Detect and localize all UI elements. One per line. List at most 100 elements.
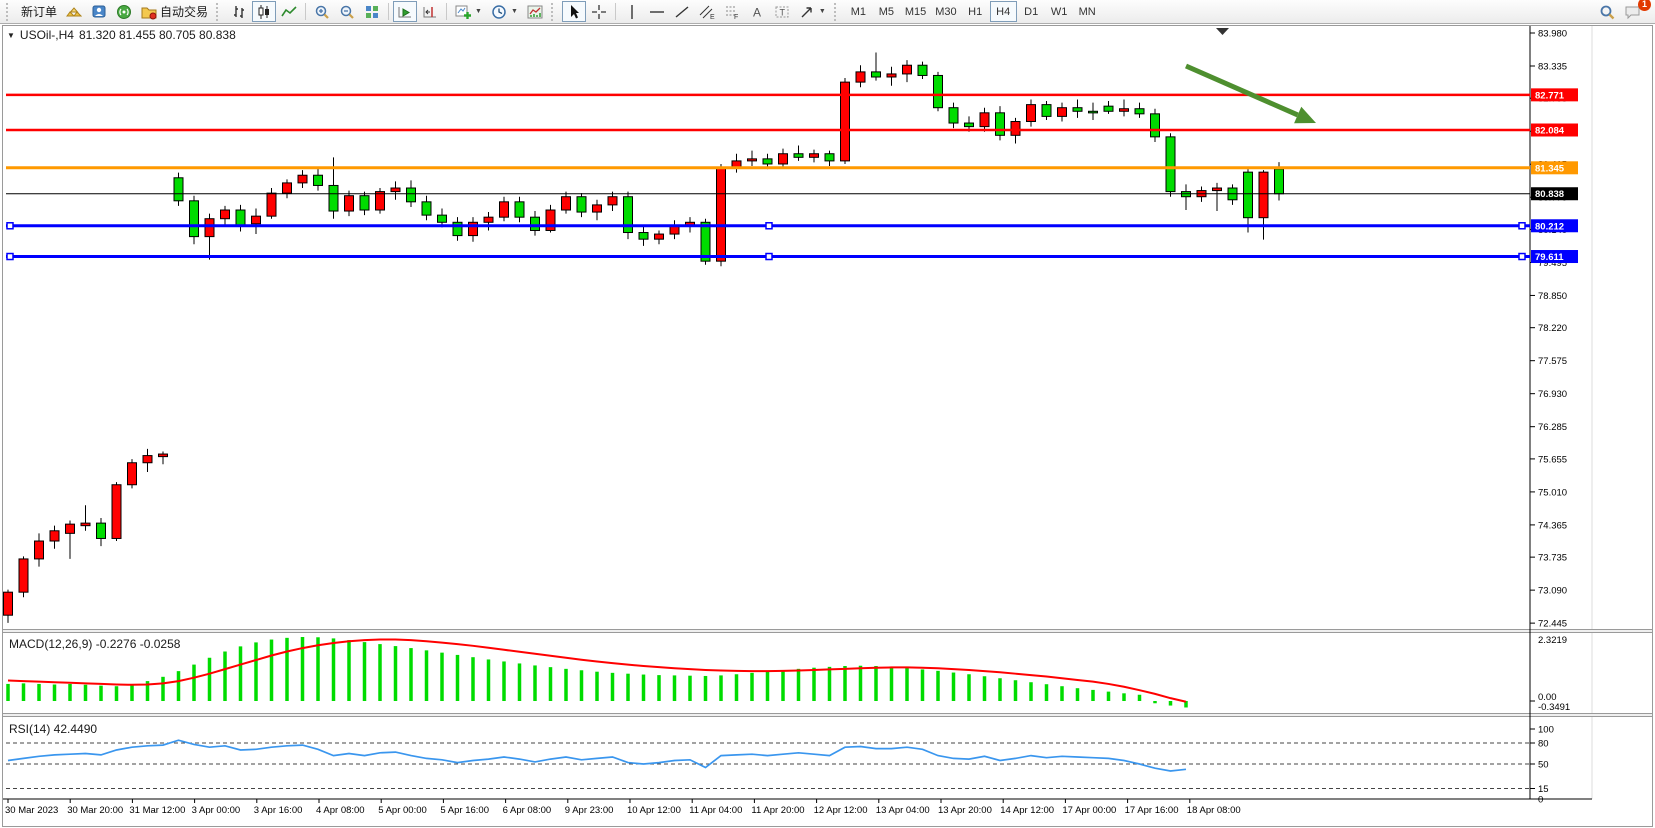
chevron-down-icon: ▼ xyxy=(510,8,518,15)
line-handle[interactable] xyxy=(1518,222,1526,230)
shapes-dropdown[interactable]: ▼ xyxy=(795,1,830,22)
line-handle[interactable] xyxy=(1518,252,1526,261)
candle-body xyxy=(576,196,587,213)
zoom-out-button[interactable] xyxy=(335,1,359,22)
timeframe-button-M5[interactable]: M5 xyxy=(878,5,894,18)
chart-shift-icon xyxy=(422,4,438,20)
cursor-button[interactable] xyxy=(561,1,586,22)
chart-shift-marker[interactable] xyxy=(1216,28,1229,35)
panel-separator[interactable] xyxy=(3,629,1652,633)
price-label-text: 82.084 xyxy=(1535,125,1565,136)
search-button[interactable] xyxy=(1595,1,1619,22)
new-chart-dropdown[interactable]: ▼ xyxy=(451,1,486,22)
timeframe-button-MN[interactable]: MN xyxy=(1078,5,1096,18)
svg-text:E: E xyxy=(710,14,715,20)
chart-window: 83.98083.33582.70582.06081.41580.77080.1… xyxy=(0,25,1655,828)
toolbar-grip[interactable] xyxy=(833,2,841,21)
chart-window-border xyxy=(2,25,1653,827)
template-icon xyxy=(527,4,543,20)
candle-body xyxy=(824,153,835,162)
candle-body xyxy=(530,216,540,231)
timeframe-button-M1[interactable]: M1 xyxy=(850,5,866,18)
templates-button[interactable] xyxy=(523,1,547,22)
signal-button[interactable] xyxy=(112,1,136,22)
candle-body xyxy=(1165,136,1176,193)
candlestick-icon xyxy=(256,4,272,20)
rsi-line xyxy=(7,739,1187,772)
candle-body xyxy=(654,233,664,240)
chart-canvas[interactable]: 83.98083.33582.70582.06081.41580.77080.1… xyxy=(0,25,1655,828)
arrow-annotation[interactable] xyxy=(1184,63,1316,124)
toolbar-grip[interactable] xyxy=(550,2,558,21)
candle-body xyxy=(886,73,897,78)
candle-body xyxy=(917,64,928,76)
clock-icon xyxy=(491,4,507,20)
toolbar-grip[interactable] xyxy=(216,2,223,21)
channel-button[interactable]: E xyxy=(695,1,719,22)
candle-body xyxy=(514,201,525,218)
time-tick-label: 14 Apr 12:00 xyxy=(1000,805,1054,816)
candle-body xyxy=(158,453,168,458)
timeframe-button-M30[interactable]: M30 xyxy=(935,5,957,18)
text-button[interactable]: A xyxy=(745,1,769,22)
bar-chart-button[interactable] xyxy=(227,1,251,22)
candle-body xyxy=(840,81,850,162)
price-tick-label: 76.285 xyxy=(1538,422,1567,433)
candlestick-button[interactable] xyxy=(252,1,277,22)
text-label-button[interactable]: T xyxy=(770,1,794,22)
timeframe-button-H1[interactable]: H1 xyxy=(968,5,983,18)
macd-axis-max: 2.3219 xyxy=(1538,635,1567,646)
tile-windows-button[interactable] xyxy=(360,1,384,22)
price-label-box xyxy=(1531,161,1578,175)
candle-body xyxy=(204,218,215,238)
chart-shift-button[interactable] xyxy=(418,1,442,22)
time-tick-label: 13 Apr 20:00 xyxy=(938,805,992,816)
candle-body xyxy=(483,216,494,223)
timeframe-button-H4[interactable]: H4 xyxy=(989,1,1017,22)
candle-body xyxy=(793,153,804,158)
crosshair-icon xyxy=(591,4,607,20)
crosshair-button[interactable] xyxy=(587,1,611,22)
new-order-label: 新订单 xyxy=(21,5,58,19)
candle-body xyxy=(1274,168,1284,195)
auto-trading-button[interactable]: 自动交易 xyxy=(137,1,212,22)
periods-dropdown[interactable]: ▼ xyxy=(487,1,522,22)
macd-panel: 2.3219 0.00-0.3491 xyxy=(6,635,1570,713)
horizontal-line-button[interactable] xyxy=(645,1,669,22)
time-axis[interactable]: 30 Mar 2023 30 Mar 20:00 31 Mar 12:00 3 Apr… xyxy=(5,799,1241,816)
auto-trading-folder-icon xyxy=(141,4,157,20)
vertical-line-button[interactable] xyxy=(620,1,644,22)
user-chart-button[interactable] xyxy=(87,1,111,22)
candle-body xyxy=(1103,105,1114,112)
line-handle[interactable] xyxy=(6,252,14,261)
line-handle[interactable] xyxy=(765,252,773,261)
panel-separator[interactable] xyxy=(3,713,1652,717)
candle-body xyxy=(390,187,401,193)
search-icon xyxy=(1599,4,1615,20)
chevron-down-icon: ▼ xyxy=(475,8,482,15)
zoom-in-button[interactable] xyxy=(310,1,334,22)
line-handle[interactable] xyxy=(6,222,14,230)
line-handle[interactable] xyxy=(765,222,773,230)
gold-ingots-button[interactable] xyxy=(62,1,86,22)
line-chart-button[interactable] xyxy=(277,1,301,22)
timeframe-button-D1[interactable]: D1 xyxy=(1024,5,1039,18)
shapes-icon xyxy=(799,4,815,20)
candle-body xyxy=(468,221,478,237)
timeframe-button-M15[interactable]: M15 xyxy=(904,5,927,18)
timeframe-button-W1[interactable]: W1 xyxy=(1050,5,1068,18)
rsi-axis-label: 50 xyxy=(1538,760,1549,771)
candle-body xyxy=(964,122,974,128)
trendline-button[interactable] xyxy=(670,1,694,22)
toolbar-grip[interactable] xyxy=(6,2,13,21)
symbol-dropdown-icon[interactable]: ▼ xyxy=(7,30,15,40)
fibonacci-button[interactable]: F xyxy=(720,1,744,22)
candle-body xyxy=(499,201,509,218)
time-tick-label: 12 Apr 12:00 xyxy=(814,805,868,816)
time-tick-label: 11 Apr 20:00 xyxy=(751,805,804,816)
price-tick-label: 78.850 xyxy=(1538,291,1567,302)
price-label-box xyxy=(1531,250,1578,264)
notifications-button[interactable]: 1 xyxy=(1620,0,1651,22)
new-order-button[interactable]: 新订单 xyxy=(17,1,61,22)
auto-scroll-button[interactable] xyxy=(393,1,418,22)
